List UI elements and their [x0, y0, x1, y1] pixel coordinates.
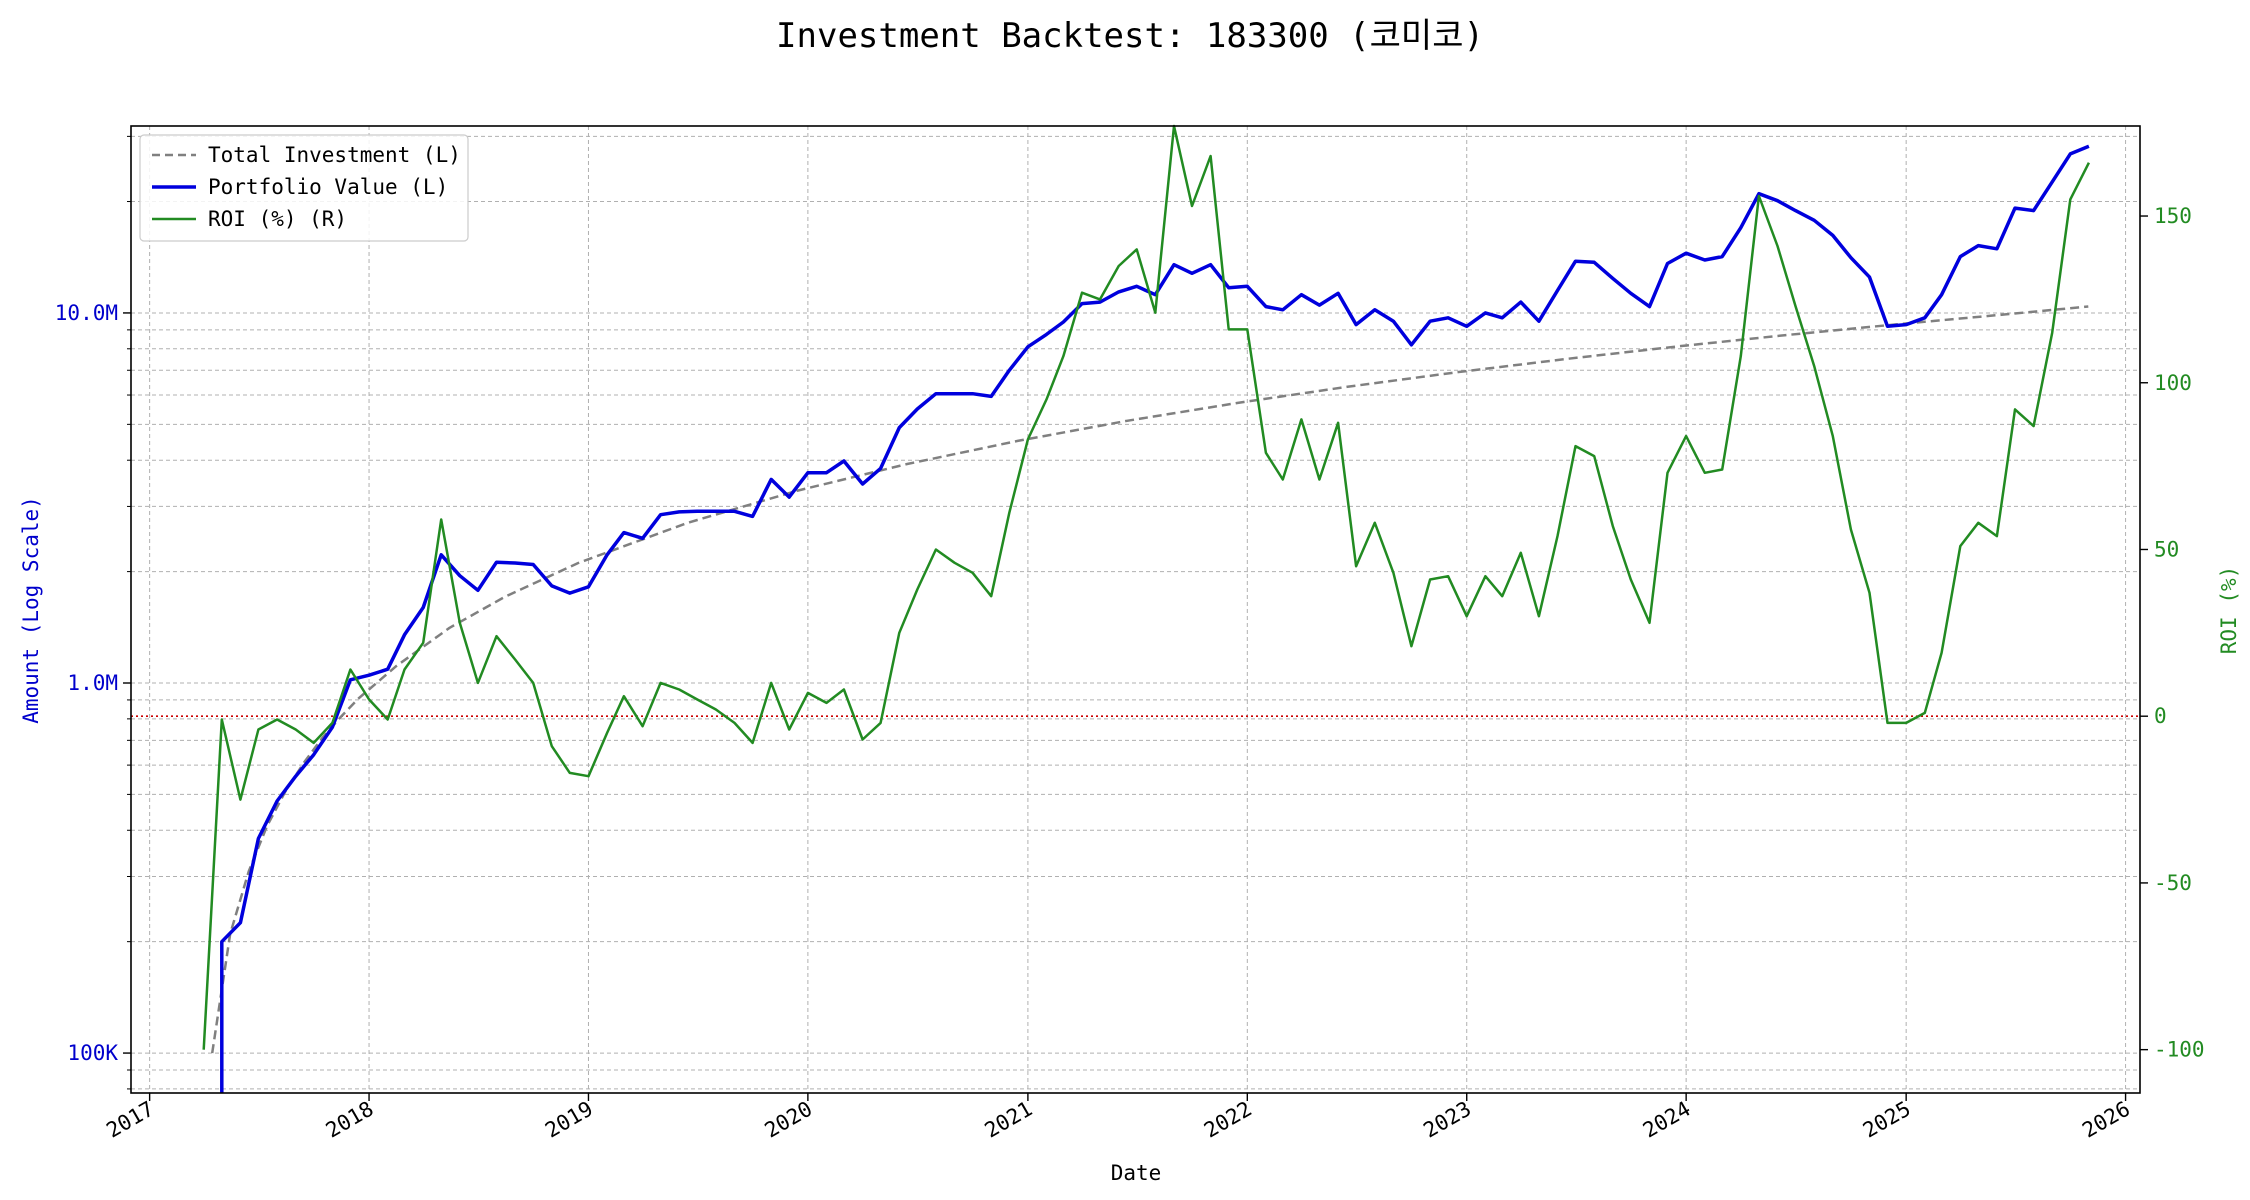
- chart-title: Investment Backtest: 183300 (코미코): [776, 16, 1484, 56]
- left-y-tick-label: 100K: [67, 1041, 118, 1065]
- legend-label-portfolio-value: Portfolio Value (L): [208, 175, 448, 199]
- right-y-tick-label: -50: [2154, 871, 2192, 895]
- legend-label-total-investment: Total Investment (L): [208, 143, 461, 167]
- right-y-tick-label: 100: [2154, 371, 2192, 395]
- grid-layer: [131, 126, 2140, 1093]
- legend-label-roi: ROI (%) (R): [208, 207, 347, 231]
- series-roi: [202, 124, 2091, 1050]
- legend: Total Investment (L) Portfolio Value (L)…: [139, 134, 469, 242]
- right-y-tick-label: 150: [2154, 204, 2192, 228]
- right-y-tick-label: 0: [2154, 704, 2167, 728]
- x-axis-label: Date: [1111, 1161, 1162, 1185]
- right-y-axis: -100 -50 0 50 100 150: [2140, 204, 2205, 1062]
- legend-box: [139, 134, 469, 242]
- right-y-axis-label: ROI (%): [2217, 566, 2241, 655]
- left-y-tick-label: 10.0M: [55, 301, 118, 325]
- right-y-tick-label: -100: [2154, 1038, 2205, 1062]
- series-layer: [202, 124, 2091, 1093]
- plot-frame: [130, 125, 2141, 1094]
- left-y-tick-label: 1.0M: [67, 671, 118, 695]
- left-y-axis-label: Amount (Log Scale): [19, 496, 43, 724]
- left-y-axis: 100K 1.0M 10.0M: [55, 135, 131, 1090]
- right-y-tick-label: 50: [2154, 537, 2179, 561]
- series-portfolio-value: [220, 144, 2090, 1093]
